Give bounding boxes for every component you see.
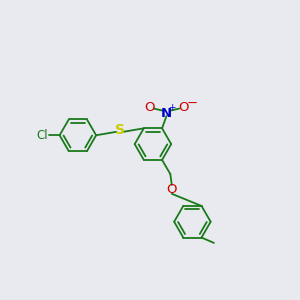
Text: S: S	[115, 123, 125, 137]
Text: +: +	[168, 103, 176, 112]
Text: O: O	[167, 183, 177, 196]
Text: Cl: Cl	[36, 129, 48, 142]
Text: N: N	[161, 107, 172, 120]
Text: −: −	[187, 97, 198, 110]
Text: O: O	[144, 100, 155, 114]
Text: O: O	[178, 100, 189, 114]
